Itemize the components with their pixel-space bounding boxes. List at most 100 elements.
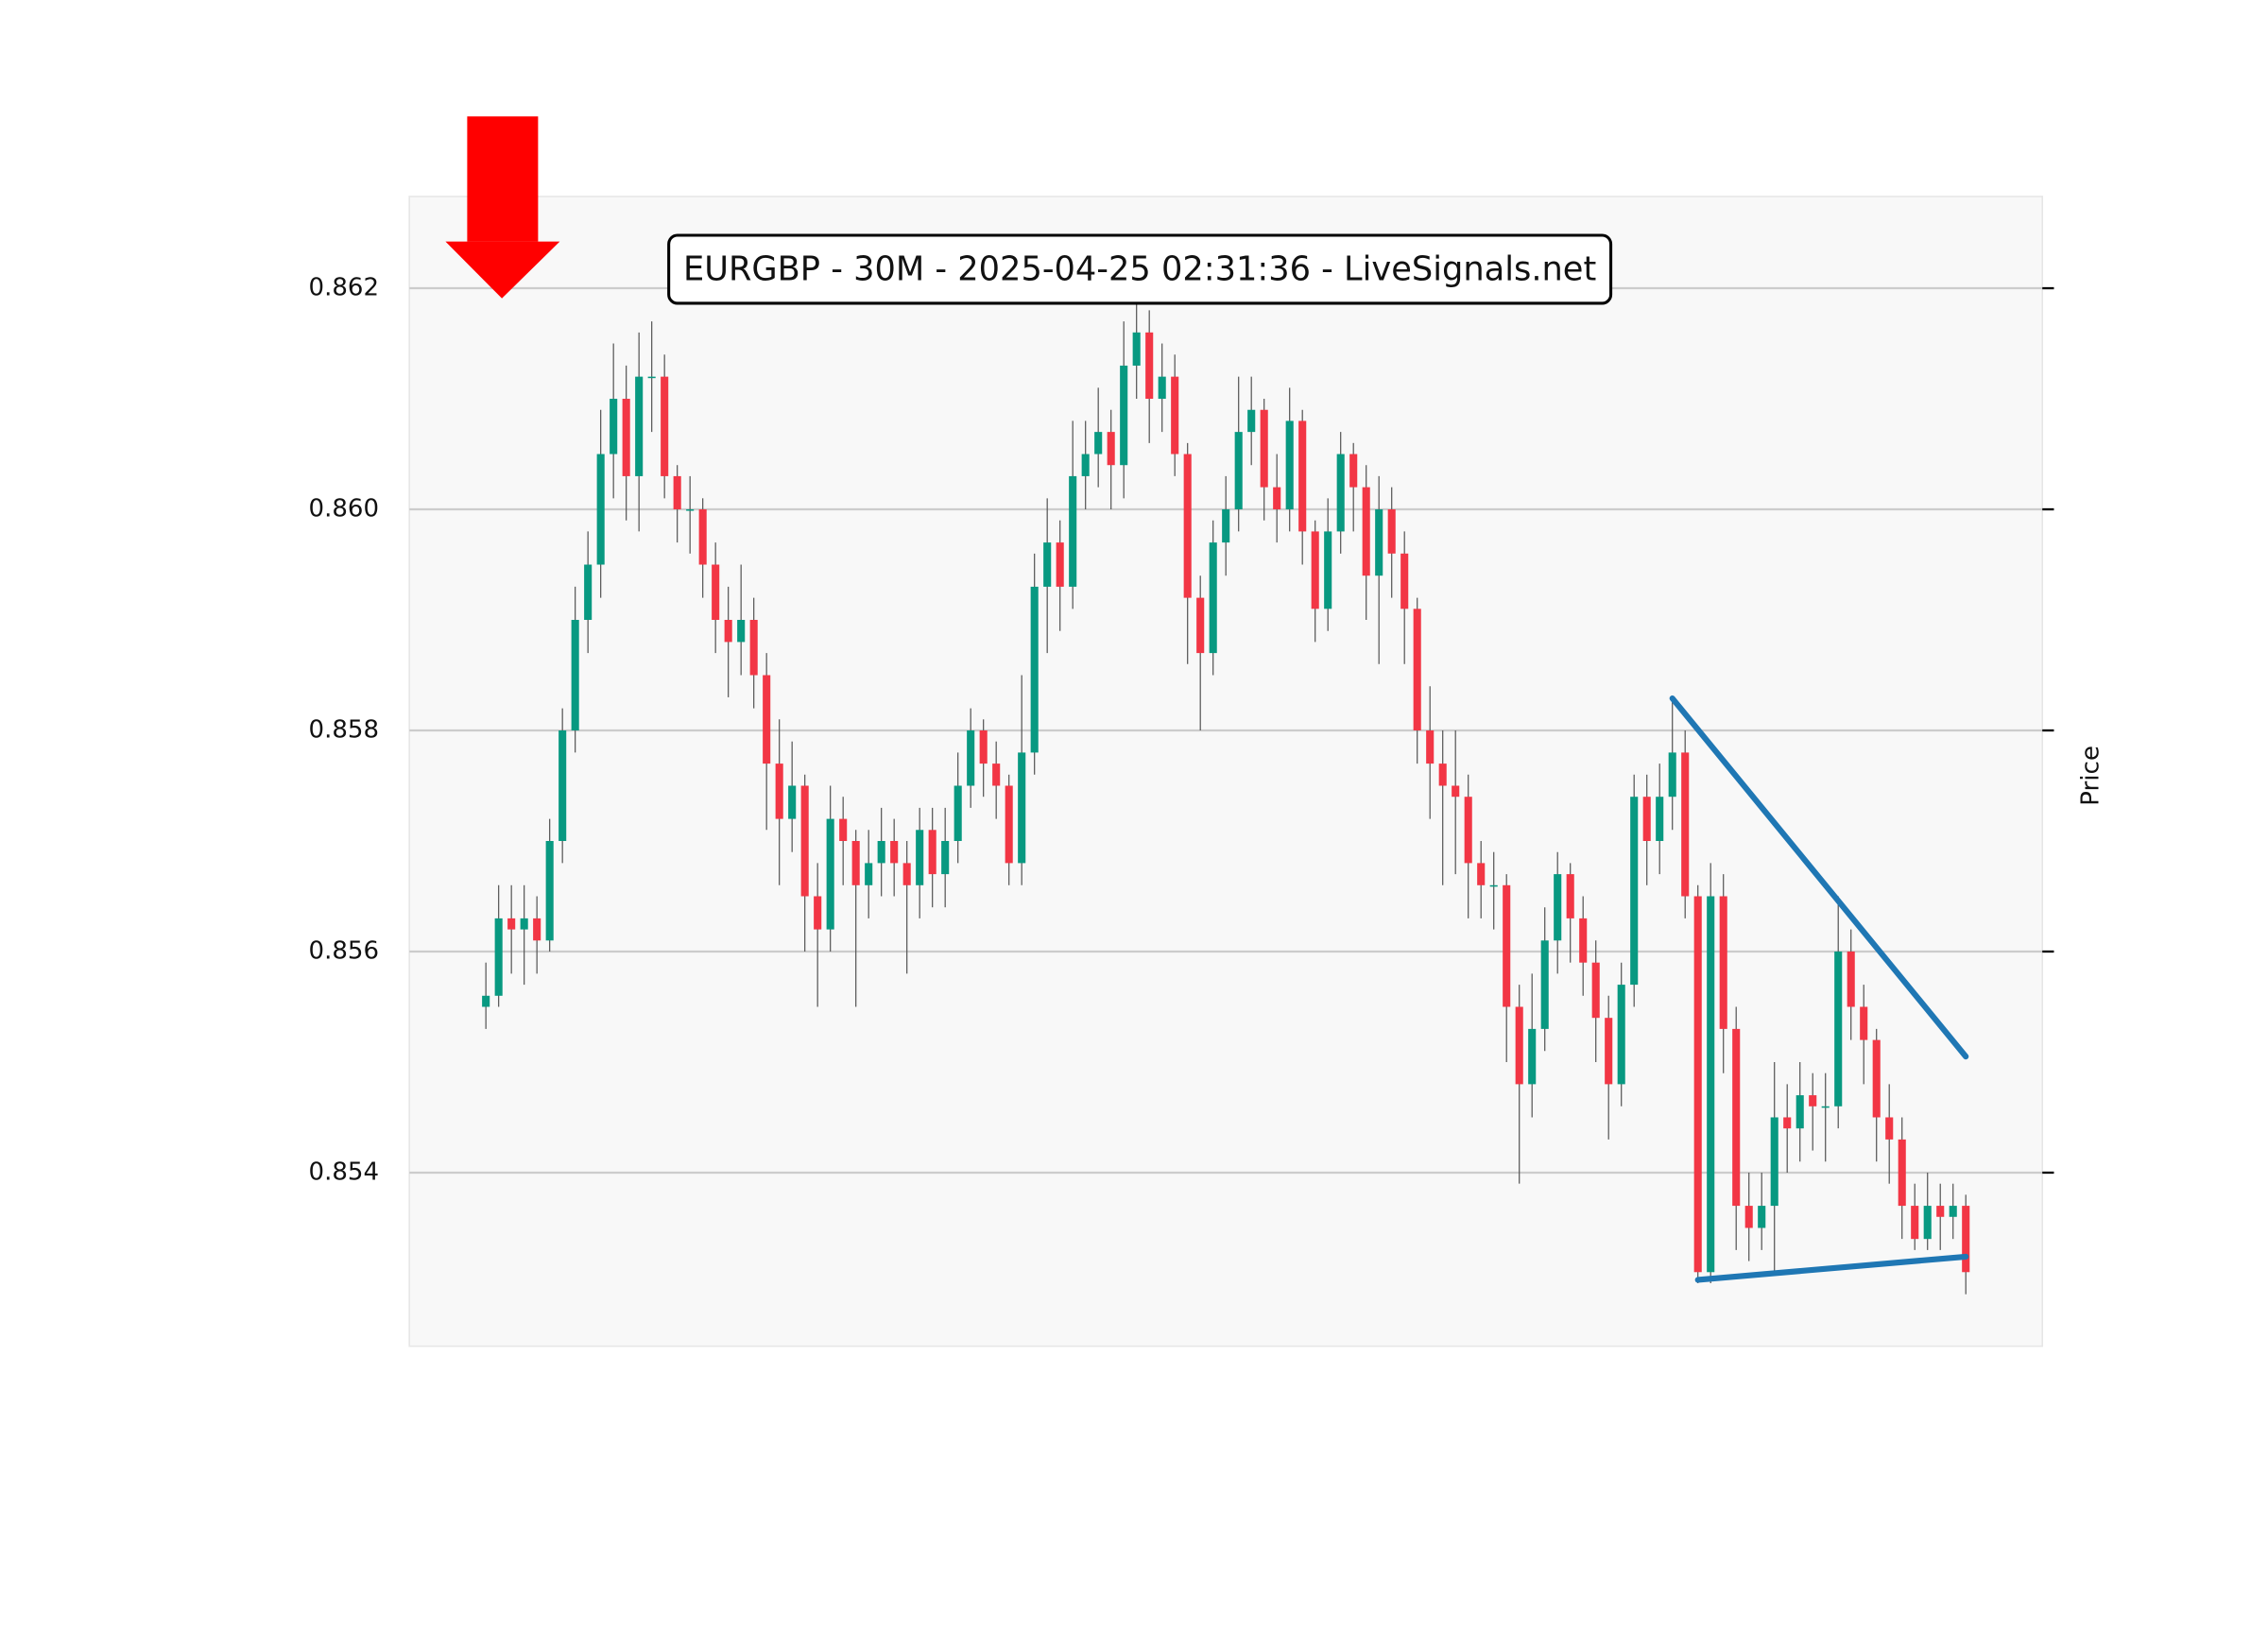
- candle-body: [1260, 409, 1268, 488]
- candle-body: [1056, 542, 1064, 587]
- candle-body: [1043, 542, 1052, 587]
- candle-body: [647, 376, 656, 379]
- candle-body: [1554, 874, 1562, 941]
- trendline: [1694, 1253, 1969, 1283]
- candle-body: [635, 376, 644, 476]
- candle-body: [520, 918, 528, 930]
- candle-body: [1298, 420, 1307, 532]
- candle-body: [839, 818, 848, 842]
- candle-body: [1400, 553, 1409, 609]
- candle-body: [1349, 454, 1358, 488]
- trendlines: [1669, 695, 1969, 1283]
- candle-body: [712, 564, 720, 621]
- candle-body: [545, 841, 554, 941]
- candle-body: [622, 399, 630, 476]
- candle-body: [1656, 797, 1664, 842]
- candle-body: [1821, 1106, 1830, 1108]
- candle-body: [686, 509, 695, 511]
- candle-body: [1847, 951, 1855, 1007]
- candle-body: [1719, 896, 1727, 1029]
- candle-body: [1732, 1028, 1741, 1207]
- candle-body: [1196, 597, 1205, 654]
- candle-body: [979, 730, 988, 764]
- candle-body: [1426, 730, 1435, 764]
- candle-body: [749, 620, 758, 676]
- candle-body: [494, 918, 503, 996]
- candle-body: [1591, 962, 1600, 1019]
- candle-body: [1489, 884, 1498, 887]
- candle-body: [1617, 985, 1625, 1085]
- candle-body: [1005, 785, 1013, 864]
- candle-body: [1579, 918, 1588, 963]
- chart-title: EURGBP - 30M - 2025-04-25 02:31:36 - Liv…: [683, 249, 1596, 288]
- candle-body: [1834, 951, 1843, 1107]
- candle-body: [1693, 896, 1702, 1273]
- candle-body: [698, 509, 707, 565]
- candle-body: [1336, 454, 1345, 532]
- candle-body: [1783, 1117, 1792, 1129]
- candle-body: [992, 764, 1001, 786]
- candle-body: [1540, 940, 1549, 1029]
- candle-body: [941, 841, 950, 875]
- candle-body: [1183, 454, 1192, 598]
- candle-body: [1528, 1028, 1537, 1085]
- candle-body: [1566, 874, 1574, 918]
- candle-body: [814, 896, 822, 930]
- candle-body: [1452, 785, 1460, 798]
- candles: [482, 288, 1970, 1295]
- candle-body: [916, 830, 924, 885]
- candle-body: [890, 841, 899, 864]
- candle-body: [1107, 432, 1115, 466]
- candle-body: [1285, 420, 1294, 510]
- candle-body: [1923, 1206, 1932, 1240]
- candle-body: [1503, 884, 1511, 1007]
- candle-body: [1273, 487, 1281, 510]
- candle-body: [865, 863, 873, 885]
- candle-body: [1234, 432, 1243, 510]
- candle-body: [1222, 509, 1230, 543]
- candle-body: [1758, 1206, 1766, 1228]
- candle-body: [928, 830, 936, 875]
- candle-body: [1464, 797, 1472, 864]
- candle-body: [724, 620, 732, 643]
- candle-body: [1630, 797, 1639, 986]
- y-axis-label: Price: [2077, 746, 2105, 806]
- y-tick-label: 0.862: [309, 273, 379, 301]
- y-tick-label: 0.854: [309, 1158, 379, 1186]
- candle-body: [1936, 1206, 1945, 1217]
- candle-body: [1018, 752, 1026, 864]
- arrow-shaft: [467, 116, 539, 242]
- candle-body: [596, 454, 605, 565]
- candle-body: [661, 376, 669, 476]
- candle-body: [1707, 896, 1715, 1273]
- candle-body: [1158, 376, 1166, 400]
- candle-body: [1809, 1095, 1817, 1107]
- candle-body: [610, 399, 618, 455]
- candle-body: [800, 785, 809, 897]
- candle-body: [584, 564, 593, 621]
- candle-body: [533, 918, 541, 941]
- candle-body: [788, 785, 797, 819]
- candle-body: [1132, 332, 1141, 366]
- candle-body: [1885, 1117, 1894, 1140]
- candle-body: [1477, 863, 1486, 885]
- candle-body: [1375, 509, 1383, 576]
- candle-body: [1387, 509, 1396, 554]
- candle-body: [1744, 1206, 1753, 1228]
- candle-body: [1860, 1006, 1868, 1040]
- candle-body: [673, 475, 681, 510]
- candle-body: [1770, 1117, 1778, 1207]
- candle-body: [1605, 1018, 1613, 1085]
- candle-body: [954, 785, 962, 842]
- plot-area: [408, 196, 2043, 1347]
- candle-body: [571, 620, 579, 731]
- candle-body: [877, 841, 885, 864]
- axes: 0.854 0.856 0.858 0.860 0.862: [309, 273, 2054, 1187]
- title-box: [667, 233, 1613, 305]
- candle-body: [1247, 409, 1256, 433]
- candle-body: [1796, 1095, 1804, 1129]
- y-tick-label: 0.860: [309, 494, 379, 523]
- candle-body: [1081, 454, 1090, 476]
